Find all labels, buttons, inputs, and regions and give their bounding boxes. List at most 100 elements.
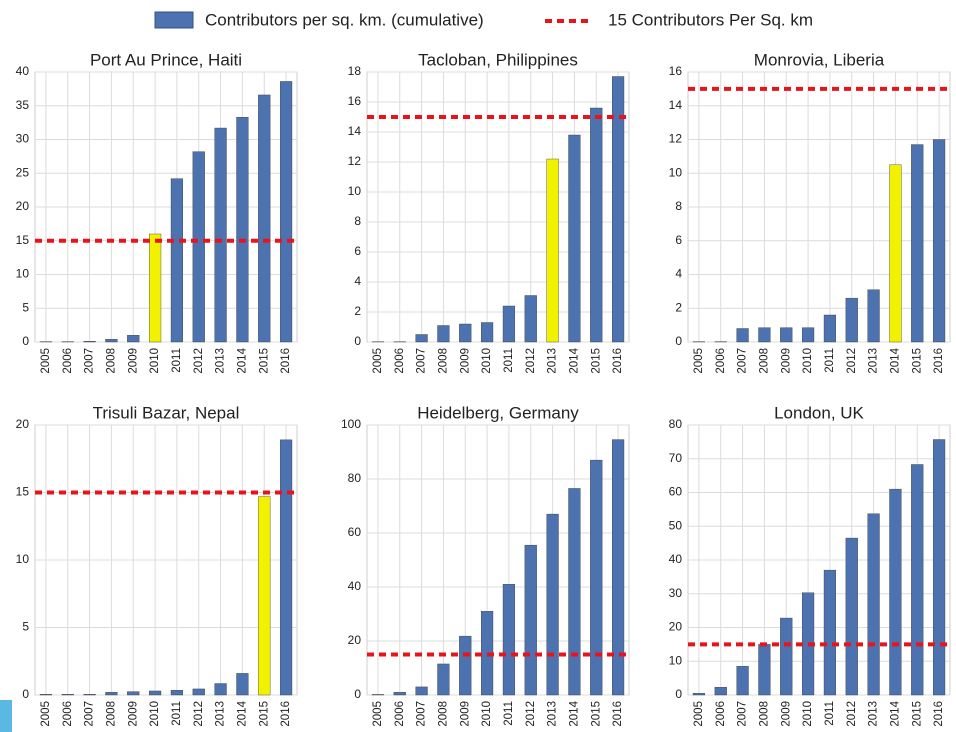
x-tick-label: 2013 [547,701,559,727]
x-tick-label: 2015 [911,701,923,727]
x-tick-label: 2013 [547,348,559,374]
x-tick-label: 2010 [481,701,493,727]
bar [502,305,516,343]
y-tick-label: 35 [16,98,30,112]
x-tick-label: 2012 [193,701,205,727]
bar [437,663,450,696]
bar [889,488,902,696]
x-tick-label: 2008 [758,348,770,374]
y-tick-label: 16 [669,64,683,78]
x-tick-label: 2016 [280,348,292,374]
y-tick-label: 8 [675,199,682,213]
bar [83,341,96,343]
y-tick-label: 5 [22,300,29,314]
y-tick-label: 80 [669,417,683,431]
x-tick-label: 2005 [693,701,705,727]
bar [170,690,184,696]
y-tick-label: 6 [675,233,682,247]
x-tick-label: 2006 [62,348,74,374]
bar [61,694,74,696]
y-tick-label: 10 [669,653,683,667]
x-tick-label: 2008 [105,348,117,374]
x-tick-label: 2009 [780,348,792,374]
x-tick-label: 2011 [503,348,515,373]
x-tick-label: 2011 [171,348,183,373]
x-tick-label: 2014 [236,347,248,373]
bar [258,496,271,696]
bar [932,139,946,343]
y-tick-label: 0 [22,687,29,701]
x-tick-label: 2005 [372,348,384,374]
y-tick-label: 30 [16,132,30,146]
y-tick-label: 12 [669,132,683,146]
x-tick-label: 2013 [868,348,880,374]
bar [279,439,293,696]
bar [801,327,815,343]
x-tick-label: 2005 [40,701,52,727]
x-tick-label: 2007 [84,348,96,374]
y-tick-label: 10 [669,165,683,179]
bar [692,693,706,696]
x-tick-label: 2011 [824,701,836,726]
x-tick-label: 2009 [127,701,139,727]
x-tick-label: 2005 [40,348,52,374]
x-tick-label: 2013 [868,701,880,727]
x-tick-label: 2010 [149,348,161,374]
y-tick-label: 80 [348,471,362,485]
bar [568,488,581,696]
bar [192,151,205,343]
y-tick-label: 4 [675,267,682,281]
x-tick-label: 2009 [459,348,471,374]
x-tick-label: 2009 [780,701,792,727]
x-tick-label: 2006 [394,348,406,374]
bar [867,513,880,696]
y-tick-label: 20 [16,199,30,213]
x-tick-label: 2007 [737,348,749,374]
bar [911,144,924,343]
x-tick-label: 2010 [149,701,161,727]
x-tick-label: 2009 [127,348,139,374]
x-tick-label: 2011 [171,701,183,726]
chart-title: London, UK [774,403,864,422]
y-tick-label: 10 [16,552,30,566]
x-tick-label: 2015 [590,701,602,727]
bar [546,513,559,696]
plot-area [366,71,630,343]
bar [867,289,880,343]
x-tick-label: 2008 [758,701,770,727]
y-tick-label: 14 [348,124,362,138]
y-tick-label: 0 [675,687,682,701]
bar [845,537,858,696]
y-tick-label: 14 [669,98,683,112]
y-tick-label: 0 [675,334,682,348]
bar [911,464,924,696]
y-tick-label: 20 [669,620,683,634]
bar [148,690,162,696]
y-tick-label: 30 [669,586,683,600]
bar [214,127,227,343]
bar [568,134,581,343]
bar [170,178,184,343]
bar [736,666,749,696]
x-tick-label: 2006 [715,701,727,727]
bar [823,314,837,343]
x-tick-label: 2008 [437,348,449,374]
bar [502,584,516,696]
y-tick-label: 0 [354,334,361,348]
x-tick-label: 2014 [236,700,248,726]
bar [736,328,749,343]
x-tick-label: 2009 [459,701,471,727]
legend-label: Contributors per sq. km. (cumulative) [205,10,484,29]
y-tick-label: 2 [675,300,682,314]
bar [611,439,625,696]
bar [83,694,96,696]
x-tick-label: 2016 [612,348,624,374]
bar [780,617,793,696]
x-tick-label: 2008 [437,701,449,727]
bar [758,644,771,696]
x-tick-label: 2016 [612,701,624,727]
bar [39,694,53,696]
x-tick-label: 2006 [62,701,74,727]
chart-title: Tacloban, Philippines [418,50,578,69]
